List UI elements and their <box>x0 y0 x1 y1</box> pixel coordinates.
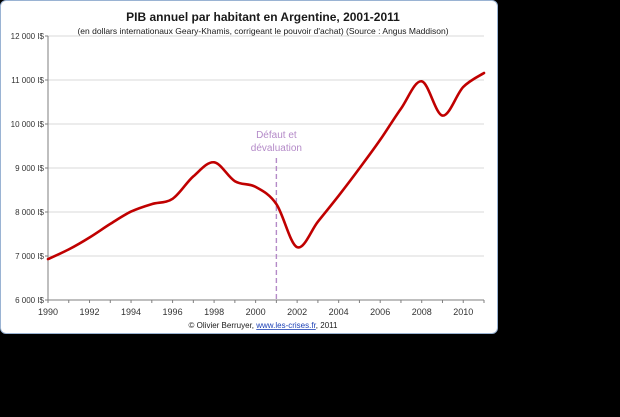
footer-prefix: © Olivier Berruyer, <box>189 321 257 330</box>
x-tick-label: 1996 <box>163 307 183 317</box>
gridlines <box>48 35 484 257</box>
series-group <box>46 71 486 261</box>
series-line <box>46 71 486 261</box>
y-tick-label: 12 000 I$ <box>11 32 45 41</box>
x-tick-label: 1992 <box>80 307 100 317</box>
x-tick-label: 1998 <box>204 307 224 317</box>
annotation-label-line2: dévaluation <box>251 143 302 154</box>
chart-title: PIB annuel par habitant en Argentine, 20… <box>126 10 400 24</box>
x-tick-label: 2004 <box>329 307 349 317</box>
chart-svg: PIB annuel par habitant en Argentine, 20… <box>11 10 486 330</box>
axes: 6 000 I$ 7 000 I$ 8 000 I$ 9 000 I$ 10 000 I… <box>11 32 485 317</box>
chart-panel: PIB annuel par habitant en Argentine, 20… <box>0 0 498 334</box>
x-tick-label: 1994 <box>121 307 141 317</box>
annotation-label-line1: Défaut et <box>256 130 297 141</box>
x-tick-label: 1990 <box>38 307 58 317</box>
y-tick-label: 7 000 I$ <box>15 252 44 261</box>
y-tick-label: 11 000 I$ <box>11 76 44 85</box>
y-tick-label: 6 000 I$ <box>15 296 44 305</box>
x-tick-label: 2002 <box>287 307 307 317</box>
footer-credit: © Olivier Berruyer, www.les-crises.fr, 2… <box>189 321 338 330</box>
x-tick-label: 2006 <box>370 307 390 317</box>
footer-link[interactable]: www.les-crises.fr <box>255 321 316 330</box>
y-tick-label: 10 000 I$ <box>11 120 45 129</box>
footer-suffix: , 2011 <box>316 321 338 330</box>
chart-subtitle: (en dollars internationaux Geary-Khamis,… <box>77 26 448 36</box>
y-tick-label: 8 000 I$ <box>15 208 44 217</box>
x-tick-label: 2010 <box>453 307 473 317</box>
x-tick-label: 2000 <box>246 307 266 317</box>
x-tick-label: 2008 <box>412 307 432 317</box>
y-tick-label: 9 000 I$ <box>15 164 44 173</box>
